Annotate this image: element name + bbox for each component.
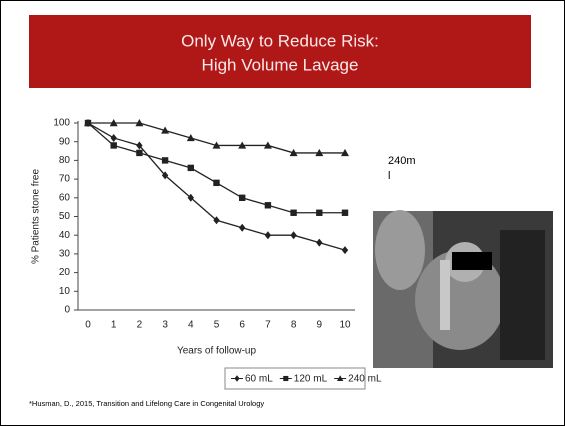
x-tick-label: 8 — [291, 320, 297, 331]
y-tick-label: 60 — [59, 192, 71, 203]
x-tick-label: 10 — [339, 320, 351, 331]
marker — [265, 202, 271, 208]
slide: Only Way to Reduce Risk: High Volume Lav… — [0, 0, 565, 426]
x-tick-label: 0 — [85, 320, 91, 331]
x-tick-label: 4 — [188, 320, 194, 331]
y-tick-label: 70 — [59, 174, 71, 185]
x-tick-label: 3 — [162, 320, 168, 331]
footnote: *Husman, D., 2015, Transition and Lifelo… — [29, 399, 264, 408]
x-tick-label: 1 — [111, 320, 117, 331]
photo — [373, 210, 553, 368]
legend-label: 120 mL — [294, 374, 328, 385]
x-axis-title: Years of follow-up — [177, 346, 257, 357]
marker — [239, 195, 245, 201]
title-line: Only Way to Reduce Risk: — [181, 31, 379, 50]
y-tick-label: 10 — [59, 286, 71, 297]
y-tick-label: 50 — [59, 211, 71, 222]
x-tick-label: 9 — [317, 320, 323, 331]
marker — [136, 150, 142, 156]
y-tick-label: 80 — [59, 155, 71, 166]
x-tick-label: 2 — [137, 320, 143, 331]
legend-label: 60 mL — [245, 374, 273, 385]
title-line: High Volume Lavage — [202, 55, 359, 74]
legend-marker — [283, 376, 288, 381]
marker — [213, 180, 219, 186]
y-tick-label: 100 — [53, 118, 70, 129]
marker — [290, 210, 296, 216]
y-tick-label: 20 — [59, 267, 71, 278]
y-tick-label: 90 — [59, 136, 71, 147]
marker — [111, 142, 117, 148]
marker — [342, 210, 348, 216]
y-tick-label: 0 — [64, 305, 70, 316]
marker — [162, 157, 168, 163]
marker — [188, 165, 194, 171]
x-tick-label: 5 — [214, 320, 220, 331]
y-tick-label: 30 — [59, 249, 71, 260]
annotation: l — [388, 170, 390, 182]
x-tick-label: 7 — [265, 320, 271, 331]
annotation: 240m — [388, 155, 416, 167]
title-box — [29, 15, 531, 88]
marker — [316, 210, 322, 216]
y-tick-label: 40 — [59, 230, 71, 241]
legend-label: 240 mL — [348, 374, 382, 385]
y-axis-title: % Patients stone free — [31, 169, 42, 264]
x-tick-label: 6 — [239, 320, 245, 331]
